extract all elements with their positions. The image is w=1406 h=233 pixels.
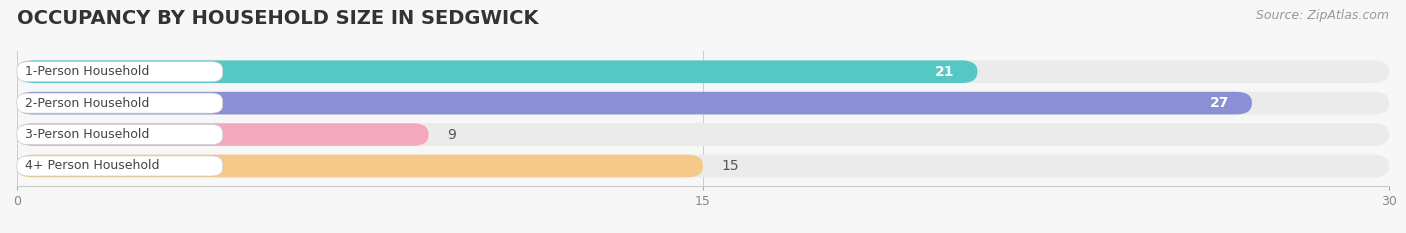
Text: 9: 9 [447,127,456,141]
FancyBboxPatch shape [17,123,1389,146]
FancyBboxPatch shape [17,93,222,113]
Text: 21: 21 [935,65,955,79]
FancyBboxPatch shape [17,60,977,83]
FancyBboxPatch shape [17,92,1389,114]
FancyBboxPatch shape [17,155,703,177]
Text: 4+ Person Household: 4+ Person Household [25,159,160,172]
Text: 2-Person Household: 2-Person Household [25,97,149,110]
FancyBboxPatch shape [17,60,1389,83]
Text: 15: 15 [721,159,740,173]
Text: 3-Person Household: 3-Person Household [25,128,149,141]
FancyBboxPatch shape [17,155,1389,177]
FancyBboxPatch shape [17,124,222,145]
Text: 1-Person Household: 1-Person Household [25,65,149,78]
FancyBboxPatch shape [17,123,429,146]
FancyBboxPatch shape [17,92,1251,114]
Text: 27: 27 [1209,96,1229,110]
FancyBboxPatch shape [17,62,222,82]
Text: OCCUPANCY BY HOUSEHOLD SIZE IN SEDGWICK: OCCUPANCY BY HOUSEHOLD SIZE IN SEDGWICK [17,9,538,28]
Text: Source: ZipAtlas.com: Source: ZipAtlas.com [1256,9,1389,22]
FancyBboxPatch shape [17,156,222,176]
